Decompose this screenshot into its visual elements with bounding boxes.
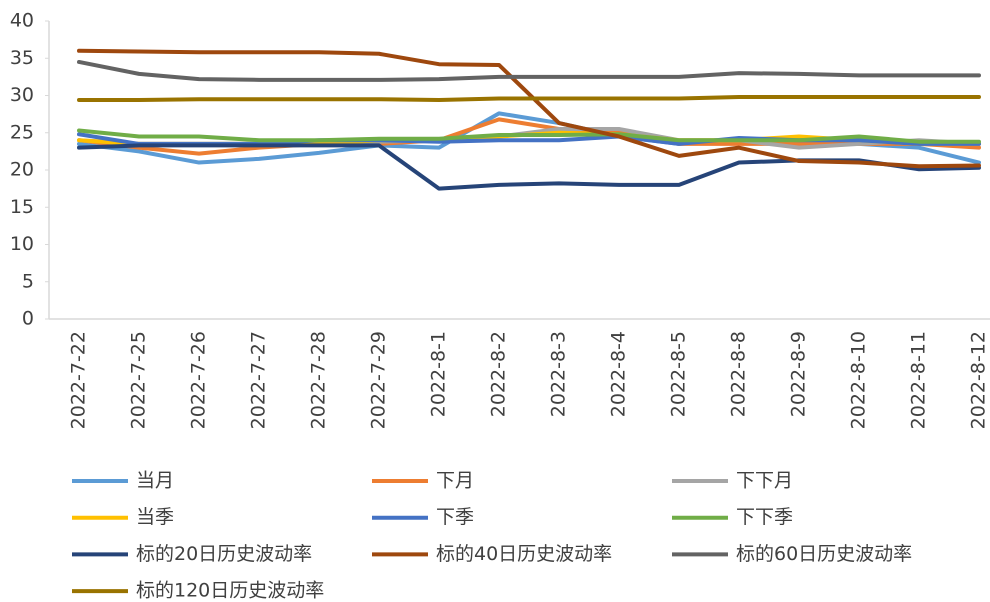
legend-label: 当月 <box>136 470 174 492</box>
series-line <box>77 48 981 169</box>
x-tick-label: 2022-7-27 <box>248 331 270 429</box>
y-tick-label: 15 <box>10 196 34 218</box>
legend-label: 标的40日历史波动率 <box>436 543 612 565</box>
x-tick-label: 2022-8-9 <box>788 331 810 417</box>
x-tick-label: 2022-7-22 <box>68 331 90 429</box>
x-tick-label: 2022-7-25 <box>128 331 150 429</box>
x-tick-label: 2022-8-5 <box>668 331 690 417</box>
legend-label: 下季 <box>436 506 474 528</box>
x-tick-label: 2022-8-8 <box>728 331 750 417</box>
series-line <box>77 59 981 82</box>
x-tick-label: 2022-7-29 <box>368 331 390 429</box>
x-tick-label: 2022-8-10 <box>848 331 870 429</box>
x-tick-label: 2022-8-1 <box>428 331 450 417</box>
x-tick-label: 2022-8-12 <box>968 331 990 429</box>
legend-label: 下下季 <box>736 506 793 528</box>
legend-label: 标的20日历史波动率 <box>136 543 312 565</box>
y-tick-label: 30 <box>10 84 34 106</box>
legend-label: 下下月 <box>736 470 793 492</box>
y-tick-label: 5 <box>22 270 34 292</box>
series-line <box>77 128 981 144</box>
y-tick-label: 10 <box>10 233 34 255</box>
x-tick-label: 2022-8-2 <box>488 331 510 417</box>
x-tick-label: 2022-7-26 <box>188 331 210 429</box>
x-tick-label: 2022-7-28 <box>308 331 330 429</box>
y-tick-label: 0 <box>22 308 34 330</box>
y-tick-label: 25 <box>10 121 34 143</box>
legend-label: 标的120日历史波动率 <box>136 580 324 602</box>
series-line <box>77 94 981 102</box>
y-tick-label: 35 <box>10 47 34 69</box>
x-tick-label: 2022-8-3 <box>548 331 570 417</box>
x-tick-label: 2022-8-4 <box>608 331 630 417</box>
legend-label: 下月 <box>436 470 474 492</box>
legend-label: 标的60日历史波动率 <box>736 543 912 565</box>
x-tick-label: 2022-8-11 <box>908 331 930 429</box>
y-tick-label: 20 <box>10 159 34 181</box>
legend-label: 当季 <box>136 506 174 528</box>
y-tick-label: 40 <box>10 10 34 32</box>
